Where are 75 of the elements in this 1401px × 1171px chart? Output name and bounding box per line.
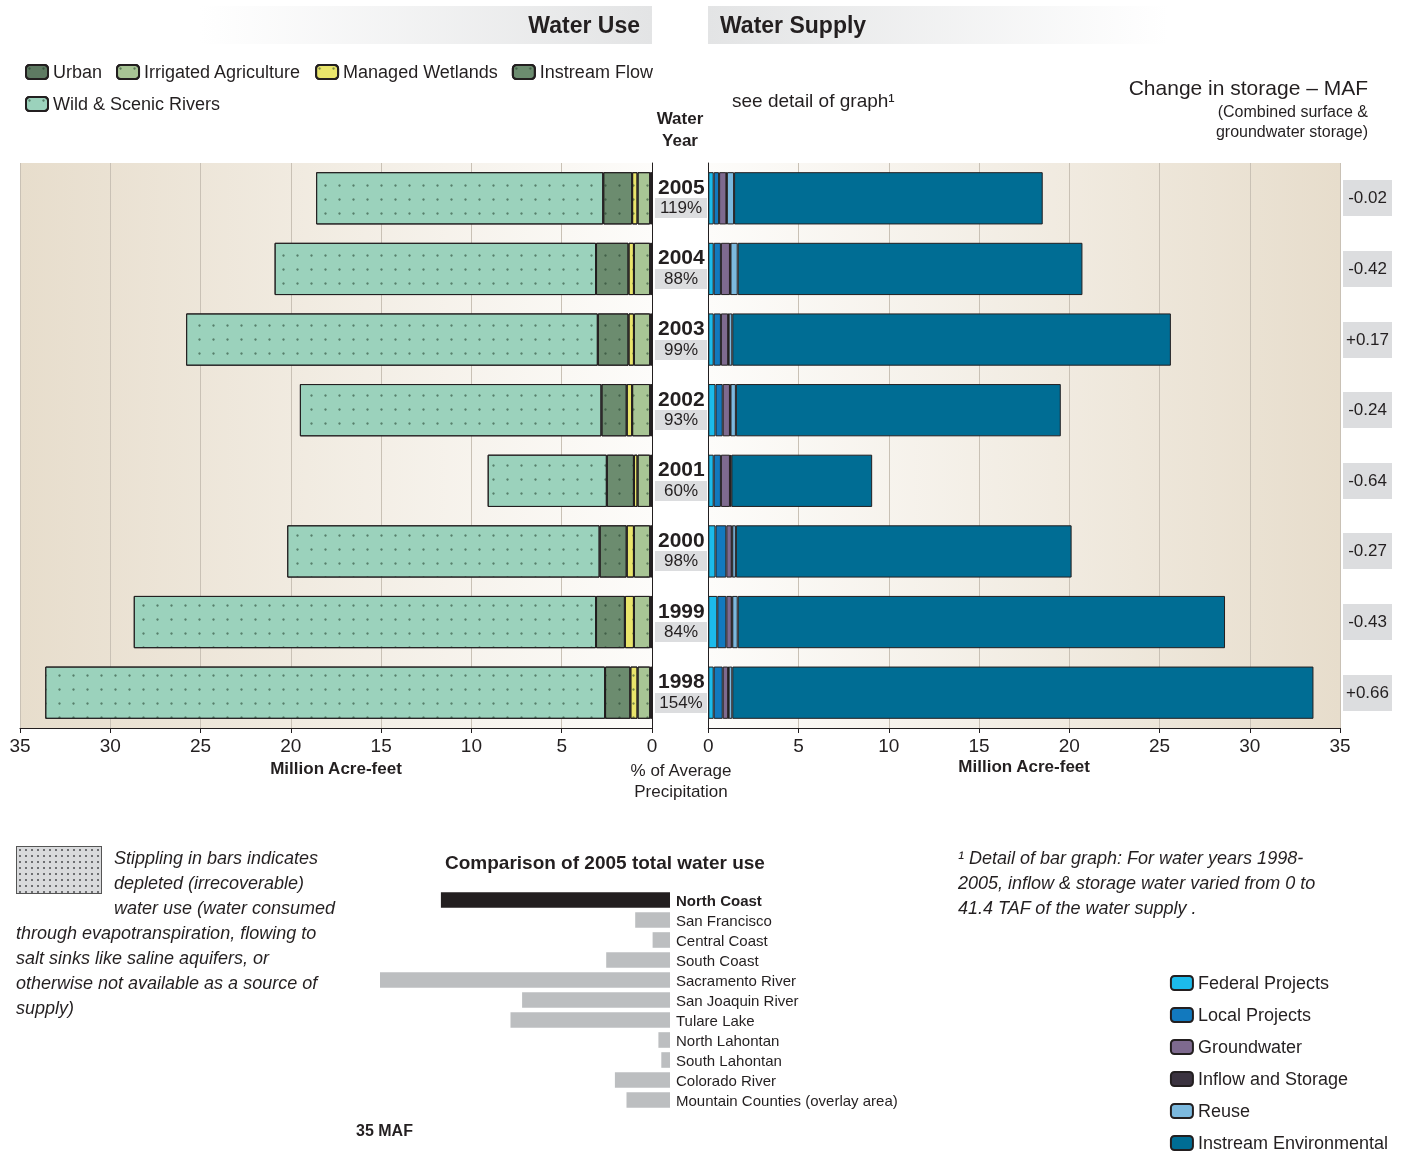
x-axis-title: Million Acre-feet [270,758,403,778]
text: 88% [655,268,707,289]
legend-label: Inflow and Storage [1197,1069,1349,1089]
x-tick-label: 0 [646,735,658,756]
text: (Combined surface & groundwater storage) [1214,102,1368,142]
y-tick-label: South Coast [676,951,760,969]
legend-label: Instream Flow [539,62,654,82]
y-tick-label: North Lahontan [676,1031,780,1049]
y-tick-label: 2000 [658,527,705,551]
text: Change in storage – MAF [1127,76,1368,100]
chart-title: Comparison of 2005 total water use [445,852,765,873]
text: 84% [655,622,707,643]
legend-label: Instream Environmental [1197,1133,1389,1153]
legend-label: Groundwater [1197,1037,1302,1057]
chart-title: Water Supply [708,6,1168,44]
y-tick-label: San Joaquin River [676,991,799,1009]
legend-label: Managed Wetlands [343,62,498,82]
y-tick-label: Sacramento River [676,971,797,989]
x-tick-label: 5 [556,735,567,756]
text: see detail of graph¹ [732,89,896,113]
y-axis-title: Water Year [655,108,705,152]
y-tick-label: 2003 [658,316,705,340]
legend-label: Reuse [1197,1101,1250,1121]
y-tick-label: Tulare Lake [676,1011,755,1029]
text: 99% [655,339,707,360]
x-tick-label: 5 [793,735,804,756]
legend-label: Irrigated Agriculture [144,62,301,82]
x-tick-label: 25 [1148,735,1171,756]
text: +0.17 [1343,321,1392,358]
text: 119% [655,198,707,219]
text: 93% [655,410,707,431]
x-tick-label: 15 [370,735,392,756]
x-tick-label: 25 [190,735,212,756]
x-tick-label: 10 [878,735,900,756]
y-tick-label: Mountain Counties (overlay area) [676,1091,898,1109]
text: 98% [655,551,707,572]
legend-label: Local Projects [1197,1005,1311,1025]
x-tick-label: 0 [702,735,714,756]
text: +0.66 [1343,674,1392,711]
y-tick-label: 1998 [658,669,706,693]
y-tick-label: 2004 [658,245,706,269]
text: -0.42 [1343,250,1392,287]
text: 154% [655,692,707,713]
y-tick-label: Central Coast [676,931,769,949]
y-tick-label: 2005 [658,174,706,198]
legend-label: Wild & Scenic Rivers [53,94,221,114]
x-tick-label: 20 [280,735,302,756]
text: -0.02 [1343,180,1392,217]
legend-label: Urban [53,62,103,82]
text: 60% [655,480,707,501]
x-tick-label: 15 [968,735,990,756]
text: -0.27 [1343,533,1392,570]
x-tick-label: 30 [1239,735,1261,756]
x-tick-label: 10 [460,735,482,756]
text: -0.43 [1343,604,1392,641]
y-tick-label: San Francisco [676,911,772,929]
text: ¹ Detail of bar graph: For water years 1998-2005, inflow & storage water varied from 0 to 41.4 TAF of the water supply . [958,847,1317,920]
y-tick-label: 1999 [658,598,705,622]
x-tick-label: 35 [9,735,31,756]
x-tick-label: 20 [1058,735,1080,756]
text: Stippling in bars indicates depleted (irrecoverable) water use (water consumed through evapotranspiration, flowing to salt sinks like saline aquifers, or otherwise not available as a source of supply) [16,847,336,1020]
text: -0.24 [1343,392,1392,429]
y-tick-label: South Lahontan [676,1051,782,1069]
chart-title: Water Use [200,6,652,44]
x-axis-title: Million Acre-feet [958,757,1091,776]
y-tick-label: Colorado River [676,1071,777,1089]
text: % of Average Precipitation [629,760,733,802]
y-tick-label: 2002 [658,386,705,410]
y-tick-label: North Coast [676,891,762,909]
x-tick-label: 30 [99,735,121,756]
y-tick-label: 2001 [658,457,706,481]
x-tick-label: 35 [1329,735,1351,756]
text: -0.64 [1343,462,1392,499]
text: 35 MAF [356,1121,414,1141]
legend-label: Federal Projects [1197,973,1329,993]
